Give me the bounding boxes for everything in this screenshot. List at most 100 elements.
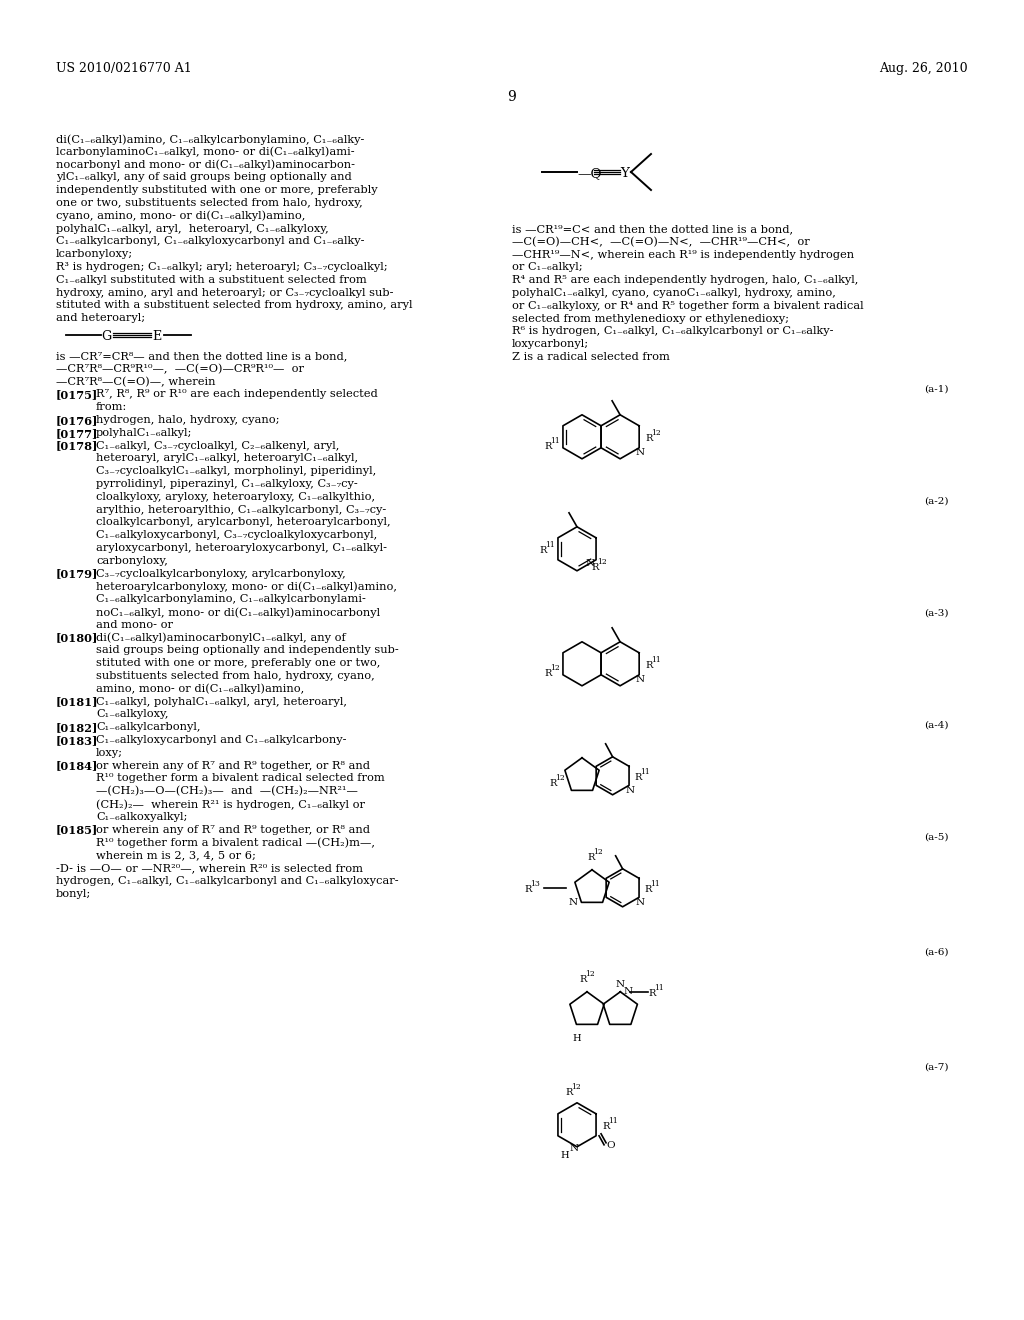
Text: C₁₋₆alkyloxycarbonyl, C₃₋₇cycloalkyloxycarbonyl,: C₁₋₆alkyloxycarbonyl, C₃₋₇cycloalkyloxyc…	[96, 531, 377, 540]
Text: R³ is hydrogen; C₁₋₆alkyl; aryl; heteroaryl; C₃₋₇cycloalkyl;: R³ is hydrogen; C₁₋₆alkyl; aryl; heteroa…	[56, 261, 388, 272]
Text: N: N	[569, 1144, 579, 1154]
Text: O: O	[606, 1142, 614, 1150]
Text: loxycarbonyl;: loxycarbonyl;	[512, 339, 589, 350]
Text: (a-3): (a-3)	[925, 609, 949, 618]
Text: R: R	[635, 774, 642, 783]
Text: 12: 12	[651, 429, 660, 437]
Text: [0182]: [0182]	[56, 722, 98, 733]
Text: C₁₋₆alkyloxy,: C₁₋₆alkyloxy,	[96, 709, 169, 719]
Text: 11: 11	[650, 880, 660, 888]
Text: heteroarylcarbonyloxy, mono- or di(C₁₋₆alkyl)amino,: heteroarylcarbonyloxy, mono- or di(C₁₋₆a…	[96, 581, 397, 591]
Text: or wherein any of R⁷ and R⁹ together, or R⁸ and: or wherein any of R⁷ and R⁹ together, or…	[96, 760, 370, 771]
Text: [0177]: [0177]	[56, 428, 98, 438]
Text: R: R	[645, 661, 652, 671]
Text: (a-2): (a-2)	[925, 496, 949, 506]
Text: (CH₂)₂—  wherein R²¹ is hydrogen, C₁₋₆alkyl or: (CH₂)₂— wherein R²¹ is hydrogen, C₁₋₆alk…	[96, 799, 365, 809]
Text: 12: 12	[593, 847, 603, 855]
Text: R⁴ and R⁵ are each independently hydrogen, halo, C₁₋₆alkyl,: R⁴ and R⁵ are each independently hydroge…	[512, 275, 858, 285]
Text: E: E	[152, 330, 161, 343]
Text: H: H	[572, 1035, 581, 1043]
Text: 12: 12	[597, 557, 607, 565]
Text: N: N	[636, 449, 644, 457]
Text: R: R	[544, 442, 551, 451]
Text: hydroxy, amino, aryl and heteroaryl; or C₃₋₇cycloalkyl sub-: hydroxy, amino, aryl and heteroaryl; or …	[56, 288, 393, 297]
Text: 11: 11	[654, 983, 664, 991]
Text: [0179]: [0179]	[56, 569, 98, 579]
Text: stituted with one or more, preferably one or two,: stituted with one or more, preferably on…	[96, 659, 380, 668]
Text: 12: 12	[571, 1082, 581, 1090]
Text: selected from methylenedioxy or ethylenedioxy;: selected from methylenedioxy or ethylene…	[512, 314, 790, 323]
Text: 13: 13	[530, 880, 540, 888]
Text: R: R	[524, 886, 531, 895]
Text: [0184]: [0184]	[56, 760, 98, 772]
Text: —CHR¹⁹—N<, wherein each R¹⁹ is independently hydrogen: —CHR¹⁹—N<, wherein each R¹⁹ is independe…	[512, 249, 854, 260]
Text: —CR⁷R⁸—CR⁹R¹⁰—,  —C(=O)—CR⁹R¹⁰—  or: —CR⁷R⁸—CR⁹R¹⁰—, —C(=O)—CR⁹R¹⁰— or	[56, 364, 304, 374]
Text: 12: 12	[585, 970, 595, 978]
Text: nocarbonyl and mono- or di(C₁₋₆alkyl)aminocarbon-: nocarbonyl and mono- or di(C₁₋₆alkyl)ami…	[56, 160, 355, 170]
Text: stituted with a substituent selected from hydroxy, amino, aryl: stituted with a substituent selected fro…	[56, 301, 413, 310]
Text: noC₁₋₆alkyl, mono- or di(C₁₋₆alkyl)aminocarbonyl: noC₁₋₆alkyl, mono- or di(C₁₋₆alkyl)amino…	[96, 607, 380, 618]
Text: 12: 12	[550, 664, 560, 672]
Text: Aug. 26, 2010: Aug. 26, 2010	[880, 62, 968, 75]
Text: di(C₁₋₆alkyl)amino, C₁₋₆alkylcarbonylamino, C₁₋₆alky-: di(C₁₋₆alkyl)amino, C₁₋₆alkylcarbonylami…	[56, 135, 365, 145]
Text: (a-5): (a-5)	[925, 833, 949, 842]
Text: loxy;: loxy;	[96, 748, 123, 758]
Text: R: R	[602, 1122, 609, 1131]
Text: or C₁₋₆alkyl;: or C₁₋₆alkyl;	[512, 263, 583, 272]
Text: is —CR¹⁹=C< and then the dotted line is a bond,: is —CR¹⁹=C< and then the dotted line is …	[512, 224, 794, 234]
Text: carbonyloxy,: carbonyloxy,	[96, 556, 168, 566]
Text: lcarbonyloxy;: lcarbonyloxy;	[56, 249, 133, 259]
Text: C₃₋₇cycloalkylcarbonyloxy, arylcarbonyloxy,: C₃₋₇cycloalkylcarbonyloxy, arylcarbonylo…	[96, 569, 346, 578]
Text: R: R	[587, 853, 594, 862]
Text: [0180]: [0180]	[56, 632, 98, 644]
Text: polyhalC₁₋₆alkyl, aryl,  heteroaryl, C₁₋₆alkyloxy,: polyhalC₁₋₆alkyl, aryl, heteroaryl, C₁₋₆…	[56, 223, 329, 234]
Text: ylC₁₋₆alkyl, any of said groups being optionally and: ylC₁₋₆alkyl, any of said groups being op…	[56, 173, 352, 182]
Text: C₁₋₆alkyl, polyhalC₁₋₆alkyl, aryl, heteroaryl,: C₁₋₆alkyl, polyhalC₁₋₆alkyl, aryl, heter…	[96, 697, 347, 706]
Text: H: H	[561, 1151, 569, 1160]
Text: N: N	[569, 898, 578, 907]
Text: G: G	[101, 330, 112, 343]
Text: lcarbonylaminoC₁₋₆alkyl, mono- or di(C₁₋₆alkyl)ami-: lcarbonylaminoC₁₋₆alkyl, mono- or di(C₁₋…	[56, 147, 354, 157]
Text: 11: 11	[608, 1117, 617, 1125]
Text: aryloxycarbonyl, heteroaryloxycarbonyl, C₁₋₆alkyl-: aryloxycarbonyl, heteroaryloxycarbonyl, …	[96, 543, 387, 553]
Text: 11: 11	[651, 656, 660, 664]
Text: amino, mono- or di(C₁₋₆alkyl)amino,: amino, mono- or di(C₁₋₆alkyl)amino,	[96, 684, 304, 694]
Text: [0178]: [0178]	[56, 441, 98, 451]
Text: cyano, amino, mono- or di(C₁₋₆alkyl)amino,: cyano, amino, mono- or di(C₁₋₆alkyl)amin…	[56, 211, 305, 222]
Text: Z is a radical selected from: Z is a radical selected from	[512, 352, 670, 362]
Text: R: R	[565, 1088, 572, 1097]
Text: R: R	[644, 886, 652, 895]
Text: [0185]: [0185]	[56, 825, 98, 836]
Text: —CR⁷R⁸—C(=O)—, wherein: —CR⁷R⁸—C(=O)—, wherein	[56, 376, 215, 387]
Text: pyrrolidinyl, piperazinyl, C₁₋₆alkyloxy, C₃₋₇cy-: pyrrolidinyl, piperazinyl, C₁₋₆alkyloxy,…	[96, 479, 357, 488]
Text: —C(=O)—CH<,  —C(=O)—N<,  —CHR¹⁹—CH<,  or: —C(=O)—CH<, —C(=O)—N<, —CHR¹⁹—CH<, or	[512, 236, 810, 247]
Text: wherein m is 2, 3, 4, 5 or 6;: wherein m is 2, 3, 4, 5 or 6;	[96, 850, 256, 861]
Text: 12: 12	[555, 774, 565, 781]
Text: arylthio, heteroarylthio, C₁₋₆alkylcarbonyl, C₃₋₇cy-: arylthio, heteroarylthio, C₁₋₆alkylcarbo…	[96, 504, 386, 515]
Text: di(C₁₋₆alkyl)aminocarbonylC₁₋₆alkyl, any of: di(C₁₋₆alkyl)aminocarbonylC₁₋₆alkyl, any…	[96, 632, 346, 643]
Text: —(CH₂)₃—O—(CH₂)₃—  and  —(CH₂)₂—NR²¹—: —(CH₂)₃—O—(CH₂)₃— and —(CH₂)₂—NR²¹—	[96, 787, 357, 796]
Text: independently substituted with one or more, preferably: independently substituted with one or mo…	[56, 185, 378, 195]
Text: and heteroaryl;: and heteroaryl;	[56, 313, 145, 323]
Text: -D- is —O— or —NR²⁰—, wherein R²⁰ is selected from: -D- is —O— or —NR²⁰—, wherein R²⁰ is sel…	[56, 863, 362, 873]
Text: R: R	[544, 669, 551, 678]
Text: 11: 11	[641, 768, 650, 776]
Text: hydrogen, C₁₋₆alkyl, C₁₋₆alkylcarbonyl and C₁₋₆alkyloxycar-: hydrogen, C₁₋₆alkyl, C₁₋₆alkylcarbonyl a…	[56, 875, 398, 886]
Text: N: N	[624, 987, 633, 997]
Text: 11: 11	[545, 541, 555, 549]
Text: hydrogen, halo, hydroxy, cyano;: hydrogen, halo, hydroxy, cyano;	[96, 414, 280, 425]
Text: cloalkylcarbonyl, arylcarbonyl, heteroarylcarbonyl,: cloalkylcarbonyl, arylcarbonyl, heteroar…	[96, 517, 390, 528]
Text: N: N	[585, 558, 594, 568]
Text: R: R	[539, 546, 547, 556]
Text: [0176]: [0176]	[56, 414, 98, 426]
Text: C₁₋₆alkylcarbonyl,: C₁₋₆alkylcarbonyl,	[96, 722, 201, 733]
Text: [0175]: [0175]	[56, 389, 98, 400]
Text: polyhalC₁₋₆alkyl;: polyhalC₁₋₆alkyl;	[96, 428, 193, 438]
Text: C₁₋₆alkyl substituted with a substituent selected from: C₁₋₆alkyl substituted with a substituent…	[56, 275, 367, 285]
Text: and mono- or: and mono- or	[96, 620, 173, 630]
Text: said groups being optionally and independently sub-: said groups being optionally and indepen…	[96, 645, 398, 656]
Text: (a-4): (a-4)	[925, 721, 949, 730]
Text: —Q: —Q	[577, 168, 601, 180]
Text: 9: 9	[508, 90, 516, 104]
Text: R: R	[591, 564, 598, 572]
